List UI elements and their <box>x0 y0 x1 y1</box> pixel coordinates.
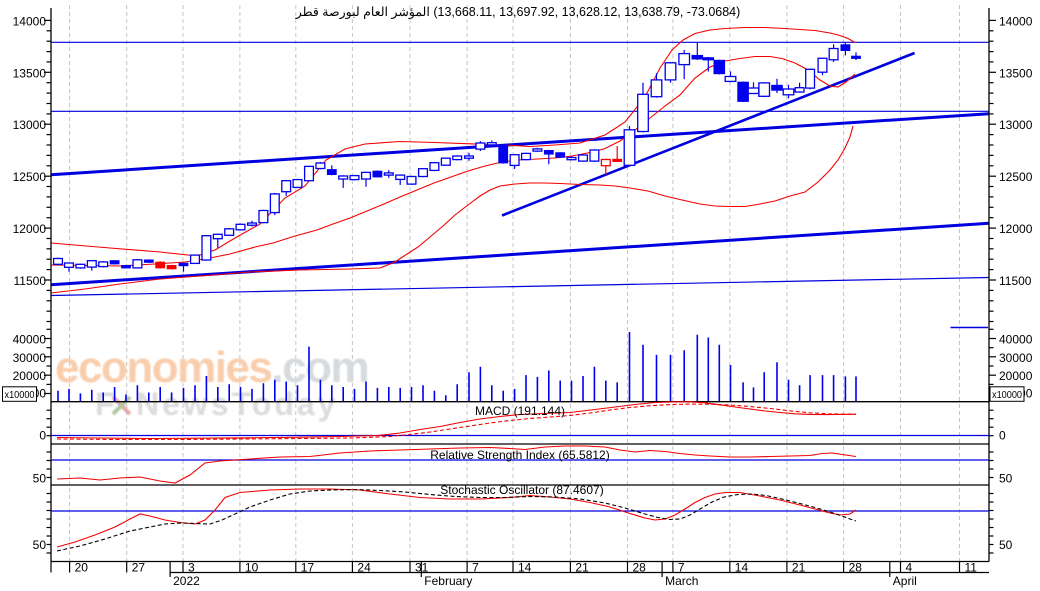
svg-text:F: F <box>95 386 115 422</box>
svg-text:12000: 12000 <box>13 222 47 236</box>
svg-text:NewsToday: NewsToday <box>136 386 338 422</box>
svg-text:13000: 13000 <box>13 118 47 132</box>
svg-text:40000: 40000 <box>999 333 1033 347</box>
svg-text:7: 7 <box>678 561 685 575</box>
svg-text:3: 3 <box>188 561 195 575</box>
svg-text:30000: 30000 <box>999 351 1033 365</box>
svg-text:11500: 11500 <box>999 274 1032 288</box>
svg-text:13500: 13500 <box>999 66 1033 80</box>
svg-text:12000: 12000 <box>999 222 1033 236</box>
svg-text:21: 21 <box>575 561 589 575</box>
svg-text:Relative Strength Index (65.58: Relative Strength Index (65.5812) <box>430 448 609 462</box>
svg-text:28: 28 <box>633 561 647 575</box>
svg-text:x10000: x10000 <box>992 389 1022 401</box>
svg-text:MACD (191.144): MACD (191.144) <box>475 404 565 418</box>
svg-text:Stochastic Oscillator (87.4607: Stochastic Oscillator (87.4607) <box>440 483 603 497</box>
svg-text:2022: 2022 <box>173 574 200 588</box>
svg-text:17: 17 <box>301 561 315 575</box>
svg-text:20000: 20000 <box>999 369 1033 383</box>
svg-text:10: 10 <box>245 561 259 575</box>
svg-text:13500: 13500 <box>13 66 47 80</box>
svg-text:50: 50 <box>999 472 1013 486</box>
svg-text:14000: 14000 <box>999 14 1033 28</box>
svg-text:7: 7 <box>472 561 479 575</box>
svg-text:11500: 11500 <box>14 274 47 288</box>
svg-text:April: April <box>893 574 917 588</box>
svg-text:14000: 14000 <box>13 14 47 28</box>
svg-text:40000: 40000 <box>13 333 47 347</box>
svg-text:February: February <box>424 574 472 588</box>
svg-text:28: 28 <box>849 561 863 575</box>
svg-text:x10000: x10000 <box>5 389 35 401</box>
svg-text:March: March <box>665 574 698 588</box>
svg-text:4: 4 <box>906 561 913 575</box>
svg-text:14: 14 <box>518 561 532 575</box>
svg-text:50: 50 <box>999 538 1013 552</box>
svg-text:27: 27 <box>132 561 146 575</box>
svg-text:11: 11 <box>965 561 978 575</box>
svg-text:13000: 13000 <box>999 118 1033 132</box>
svg-text:0: 0 <box>39 429 46 443</box>
svg-text:0: 0 <box>999 429 1006 443</box>
svg-text:12500: 12500 <box>13 170 47 184</box>
svg-text:21: 21 <box>792 561 806 575</box>
svg-text:24: 24 <box>357 561 371 575</box>
svg-text:14: 14 <box>735 561 749 575</box>
svg-text:12500: 12500 <box>999 170 1033 184</box>
svg-text:20: 20 <box>75 561 89 575</box>
svg-text:20000: 20000 <box>13 369 47 383</box>
svg-text:economies.com: economies.com <box>55 343 368 392</box>
svg-text:31: 31 <box>415 561 429 575</box>
svg-text:50: 50 <box>33 538 47 552</box>
svg-text:30000: 30000 <box>13 351 47 365</box>
svg-text:50: 50 <box>33 472 47 486</box>
